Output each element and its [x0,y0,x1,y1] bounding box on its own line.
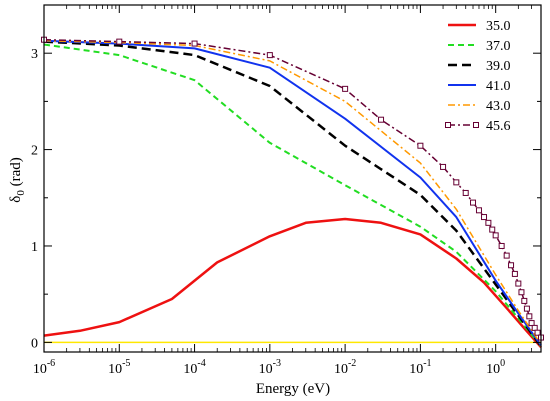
data-point [521,297,528,304]
data-point [191,40,198,47]
series-39-0 [43,40,543,347]
x-tick-label: 100 [486,358,505,377]
series-45-6 [41,36,544,341]
x-tick-label: 10-4 [183,358,205,377]
series-35-0 [43,217,542,349]
series-line [43,40,543,347]
data-point [503,252,510,259]
x-tick-label: 10-6 [33,358,55,377]
y-tick-label: 1 [31,240,38,255]
plot-area [41,36,544,349]
y-tick-label: 2 [31,144,38,159]
legend: 35.0 37.0 39.0 41.0 43.0 45.6 [445,19,511,134]
data-point [508,262,515,269]
data-point [515,280,522,287]
x-axis-label: Energy (eV) [256,381,330,397]
series-line [43,217,542,349]
legend-label: 41.0 [486,79,511,94]
x-tick-label: 10-1 [409,358,431,377]
data-point [523,305,530,312]
legend-marker [473,122,479,128]
data-point [498,242,505,249]
series-line [43,39,542,345]
x-tick-label: 10-3 [259,358,281,377]
y-tick-label: 0 [31,336,38,351]
legend-marker [445,122,451,128]
legend-label: 39.0 [486,59,511,74]
y-axis-label-subscript: 0 [15,190,27,196]
legend-label: 37.0 [486,39,511,54]
data-point [531,324,538,331]
data-point [440,163,447,170]
legend-label: 45.6 [486,119,511,134]
data-point [481,214,488,221]
y-tick-label: 3 [31,47,38,62]
data-point [342,85,349,92]
x-tick-label: 10-5 [108,358,130,377]
plot-frame [43,4,542,353]
data-point [116,38,123,45]
x-axis: 10-6 10-5 10-4 10-3 10-2 10-1 100 [33,5,542,377]
series-41-0 [43,39,542,346]
data-point [453,179,460,186]
data-point [266,52,273,59]
series-43-0 [43,39,542,345]
data-point [511,270,518,277]
data-point [528,320,535,327]
series-line [43,43,542,347]
data-point [462,189,469,196]
data-point [492,232,499,239]
data-point [518,289,525,296]
legend-label: 35.0 [486,19,511,34]
y-axis-label: δ0 (rad) [8,157,27,202]
y-axis: 0 1 2 3 [31,4,541,351]
data-point [489,226,496,233]
data-point [534,329,541,336]
data-point [485,219,492,226]
x-tick-label: 10-2 [334,358,356,377]
data-point [470,199,477,206]
legend-label: 43.0 [486,99,511,114]
data-point [475,207,482,214]
data-point [417,142,424,149]
series-37-0 [43,43,542,347]
data-point [526,313,533,320]
data-point [378,116,385,123]
series-line [43,39,542,346]
